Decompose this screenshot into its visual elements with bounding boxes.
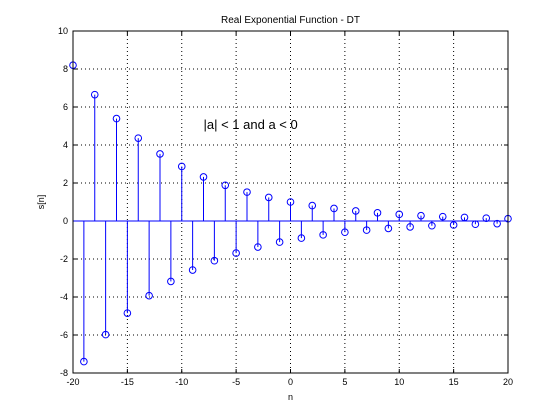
stem-marker — [243, 188, 251, 196]
stem-marker — [232, 249, 240, 257]
y-tick-label: -6 — [60, 330, 68, 340]
x-tick-label: 20 — [503, 377, 513, 387]
stem-marker — [254, 243, 262, 251]
stem-marker — [275, 238, 284, 246]
stem-marker — [188, 266, 197, 274]
y-tick-label: -4 — [60, 292, 68, 302]
stem-marker — [471, 220, 480, 229]
y-tick-label: 0 — [63, 216, 68, 226]
stem-marker — [112, 114, 121, 123]
x-tick-label: 5 — [342, 377, 347, 387]
stem-marker — [417, 211, 425, 220]
y-tick-label: 10 — [58, 26, 68, 36]
stem-marker — [395, 210, 404, 219]
stem-marker — [264, 193, 273, 202]
stem-marker — [134, 134, 143, 142]
stem-marker — [362, 226, 371, 234]
stem-marker — [373, 209, 382, 217]
markers — [69, 61, 512, 366]
x-axis-label: n — [288, 392, 293, 402]
y-tick-label: 4 — [63, 140, 68, 150]
stem-marker — [145, 291, 153, 300]
y-tick-label: -8 — [60, 368, 68, 378]
stem-marker — [482, 214, 491, 222]
x-tick-label: -10 — [175, 377, 188, 387]
stem-marker — [428, 221, 436, 230]
stem-marker — [156, 150, 164, 158]
stem-marker — [351, 207, 360, 215]
stem-marker — [330, 204, 338, 213]
stem-marker — [101, 330, 110, 339]
stem-marker — [406, 223, 414, 231]
stem-marker — [460, 213, 469, 222]
y-axis-label: s[n] — [36, 195, 46, 210]
y-tick-label: 8 — [63, 64, 68, 74]
stem-marker — [123, 309, 132, 317]
stem-marker — [341, 228, 349, 237]
x-tick-label: 10 — [394, 377, 404, 387]
stem-marker — [80, 357, 88, 366]
y-tick-label: 2 — [63, 178, 68, 188]
stem-marker — [210, 256, 219, 265]
stem-marker — [90, 90, 99, 99]
stem-marker — [493, 219, 501, 228]
chart-title: Real Exponential Function - DT — [221, 15, 360, 26]
plot-frame — [72, 30, 509, 374]
x-tick-label: 0 — [288, 377, 293, 387]
x-tick-label: -5 — [232, 377, 240, 387]
stem-marker — [319, 231, 327, 239]
x-tick-label: 15 — [449, 377, 459, 387]
stem-marker — [286, 198, 295, 206]
chart-annotation: |a| < 1 and a < 0 — [204, 117, 298, 132]
stem-marker — [449, 221, 458, 229]
stem-marker — [308, 201, 317, 210]
stem-marker — [177, 162, 186, 171]
stem-marker — [199, 173, 208, 181]
y-tick-label: 6 — [63, 102, 68, 112]
x-tick-label: -15 — [121, 377, 134, 387]
x-tick-label: -20 — [66, 377, 79, 387]
stem-marker — [221, 181, 230, 190]
y-tick-label: -2 — [60, 254, 68, 264]
stem-marker — [438, 212, 447, 221]
stem-marker — [297, 234, 306, 242]
stem-marker — [167, 277, 175, 286]
stem-marker — [384, 224, 393, 233]
